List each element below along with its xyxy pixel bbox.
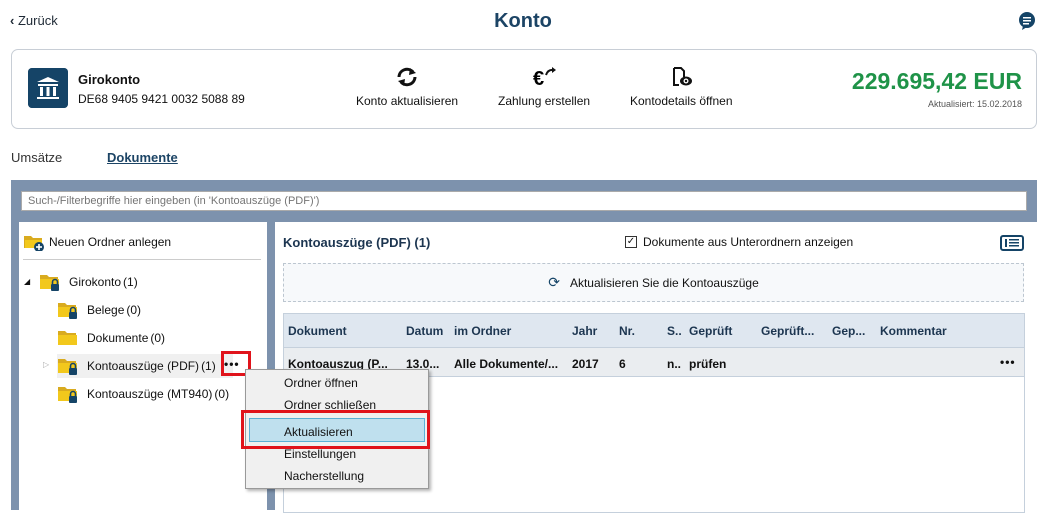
menu-item-open-folder[interactable]: Ordner öffnen — [284, 376, 358, 390]
column-header[interactable]: Gep... — [832, 324, 866, 338]
folder-icon — [58, 331, 77, 345]
column-header[interactable]: Nr. — [619, 324, 636, 338]
bank-icon — [28, 68, 68, 108]
chat-icon[interactable] — [1018, 12, 1036, 30]
column-header[interactable]: Geprüft... — [761, 324, 815, 338]
menu-item-close-folder[interactable]: Ordner schließen — [284, 398, 377, 412]
folder-more-button[interactable]: ••• — [224, 357, 240, 371]
tree-item-label: Belege — [87, 303, 125, 317]
column-header[interactable]: Dokument — [288, 324, 347, 338]
create-payment-button[interactable]: € Zahlung erstellen — [498, 66, 590, 108]
menu-item-regenerate[interactable]: Nacherstellung — [284, 469, 365, 483]
expanded-arrow-icon[interactable]: ◢ — [24, 277, 31, 286]
refresh-icon: ⟳ — [548, 274, 560, 290]
account-name: Girokonto — [78, 72, 141, 87]
tree-item-count: (0) — [150, 331, 166, 345]
account-details-button[interactable]: Kontodetails öffnen — [630, 66, 733, 108]
table-cell: 13.0... — [406, 357, 440, 371]
action-label: Konto aktualisieren — [356, 94, 459, 108]
folder-locked-icon — [40, 275, 59, 291]
refresh-icon — [397, 67, 417, 87]
document-eye-icon — [673, 67, 693, 86]
table-cell: prüfen — [689, 357, 727, 371]
tree-item[interactable]: Kontoauszüge (MT940) (0) — [57, 382, 229, 406]
folder-locked-icon — [58, 303, 77, 319]
euro-transfer-icon: € — [533, 67, 557, 88]
tree-item[interactable]: Girokonto (1) — [39, 270, 138, 294]
checkbox-checked-icon[interactable]: ✓ — [625, 236, 637, 248]
folder-tree-pane: Neuen Ordner anlegen Girokonto (1) Belege… — [19, 222, 267, 522]
back-button[interactable]: ‹ Zurück — [10, 13, 58, 28]
collapsed-arrow-icon[interactable]: ▷ — [43, 360, 50, 369]
row-more-button[interactable]: ••• — [1000, 355, 1016, 369]
column-header[interactable]: Geprüft — [689, 324, 733, 338]
column-header[interactable]: S.. — [667, 324, 682, 338]
menu-item-refresh[interactable]: Aktualisieren — [284, 425, 353, 439]
tree-item-count: (1) — [123, 275, 138, 289]
menu-item-settings[interactable]: Einstellungen — [284, 447, 357, 461]
account-balance: 229.695,42 EUR — [851, 68, 1022, 94]
table-cell: n.. — [667, 357, 681, 371]
svg-text:€: € — [533, 68, 544, 88]
tree-item[interactable]: Belege (0) — [57, 298, 141, 322]
tree-item-label: Girokonto — [69, 275, 122, 289]
account-iban: DE68 9405 9421 0032 5088 89 — [78, 92, 245, 106]
folder-locked-icon — [58, 387, 77, 403]
table-cell: 6 — [619, 357, 626, 371]
refresh-account-button[interactable]: Konto aktualisieren — [356, 66, 458, 108]
back-label: Zurück — [17, 13, 58, 28]
account-card: Girokonto DE68 9405 9421 0032 5088 89 Ko… — [11, 49, 1037, 129]
tree-item-label: Kontoauszüge (MT940) — [87, 387, 213, 401]
highlight-box — [241, 410, 430, 449]
updated-date: Aktualisiert: 15.02.2018 — [927, 99, 1022, 109]
new-folder-button[interactable]: Neuen Ordner anlegen — [23, 230, 171, 254]
column-header[interactable]: Datum — [406, 324, 444, 338]
column-header[interactable]: Kommentar — [880, 324, 947, 338]
folder-add-icon — [24, 236, 44, 251]
new-folder-label: Neuen Ordner anlegen — [49, 235, 172, 249]
checkbox-label: Dokumente aus Unterordnern anzeigen — [643, 235, 854, 249]
table-cell: Kontoauszug (P... — [288, 357, 388, 371]
page-title: Konto — [494, 10, 552, 32]
folder-locked-icon — [58, 359, 77, 375]
divider — [23, 259, 261, 260]
action-label: Zahlung erstellen — [498, 94, 591, 108]
menu-item-highlight — [249, 418, 425, 442]
refresh-statements-button[interactable]: ⟳ Aktualisieren Sie die Kontoauszüge — [283, 263, 1024, 302]
documents-panel: Neuen Ordner anlegen Girokonto(1) Belege… — [11, 180, 1037, 522]
tree-item-label: Dokumente — [87, 331, 149, 345]
column-header[interactable]: Jahr — [572, 324, 598, 338]
tree-item[interactable]: Kontoauszüge (PDF) (1) — [57, 354, 233, 378]
table-header — [284, 314, 1024, 347]
tree-item-count: (0) — [126, 303, 142, 317]
refresh-label: Aktualisieren Sie die Kontoauszüge — [569, 275, 759, 290]
chevron-left-icon: ‹ — [10, 13, 15, 28]
tree-item-count: (1) — [201, 359, 216, 373]
tree-item-count: (0) — [214, 387, 230, 401]
folder-title: Kontoauszüge (PDF) (1) — [283, 235, 431, 250]
tree-item-label: Kontoauszüge (PDF) — [87, 359, 200, 373]
tab-dokumente[interactable]: Dokumente — [107, 150, 178, 165]
action-label: Kontodetails öffnen — [630, 94, 733, 108]
subfolder-checkbox[interactable]: ✓ Dokumente aus Unterordnern anzeigen — [625, 235, 853, 249]
search-input[interactable] — [21, 191, 1027, 211]
highlight-box — [221, 351, 251, 376]
tab-umsaetze[interactable]: Umsätze — [11, 150, 63, 165]
list-view-icon[interactable] — [1000, 235, 1024, 251]
tree-item[interactable]: Dokumente (0) — [57, 326, 165, 350]
table-cell: Alle Dokumente/... — [454, 357, 559, 371]
table-cell: 2017 — [572, 357, 599, 371]
column-header[interactable]: im Ordner — [454, 324, 512, 338]
